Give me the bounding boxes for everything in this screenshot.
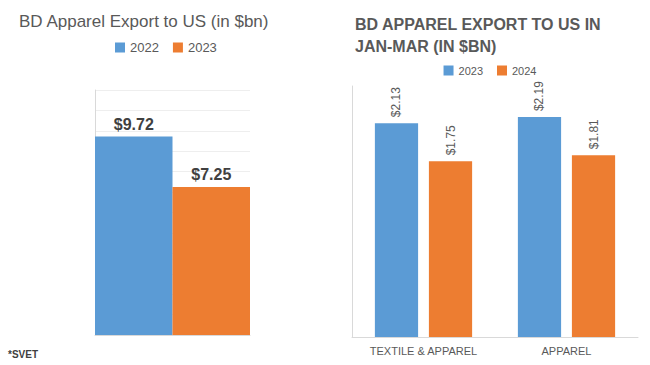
svg-text:$7.25: $7.25: [191, 166, 231, 183]
svg-text:$1.75: $1.75: [444, 125, 458, 155]
svg-text:TEXTILE & APPAREL: TEXTILE & APPAREL: [370, 345, 477, 357]
svg-text:$9.72: $9.72: [114, 116, 154, 133]
svg-text:2023: 2023: [188, 40, 217, 55]
svg-text:2024: 2024: [512, 65, 536, 77]
svg-text:BD APPAREL EXPORT TO US IN: BD APPAREL EXPORT TO US IN: [355, 16, 605, 33]
svg-text:BD Apparel Export to US (in $b: BD Apparel Export to US (in $bn): [19, 12, 268, 31]
svg-text:APPAREL: APPAREL: [542, 345, 592, 357]
svg-text:2022: 2022: [130, 40, 159, 55]
svg-text:$2.13: $2.13: [389, 87, 403, 117]
svg-text:*SVET: *SVET: [8, 349, 38, 360]
svg-text:JAN-MAR (IN $BN): JAN-MAR (IN $BN): [355, 38, 496, 55]
svg-text:2023: 2023: [459, 65, 483, 77]
svg-text:$2.19: $2.19: [532, 81, 546, 111]
svg-text:$1.81: $1.81: [587, 119, 601, 149]
